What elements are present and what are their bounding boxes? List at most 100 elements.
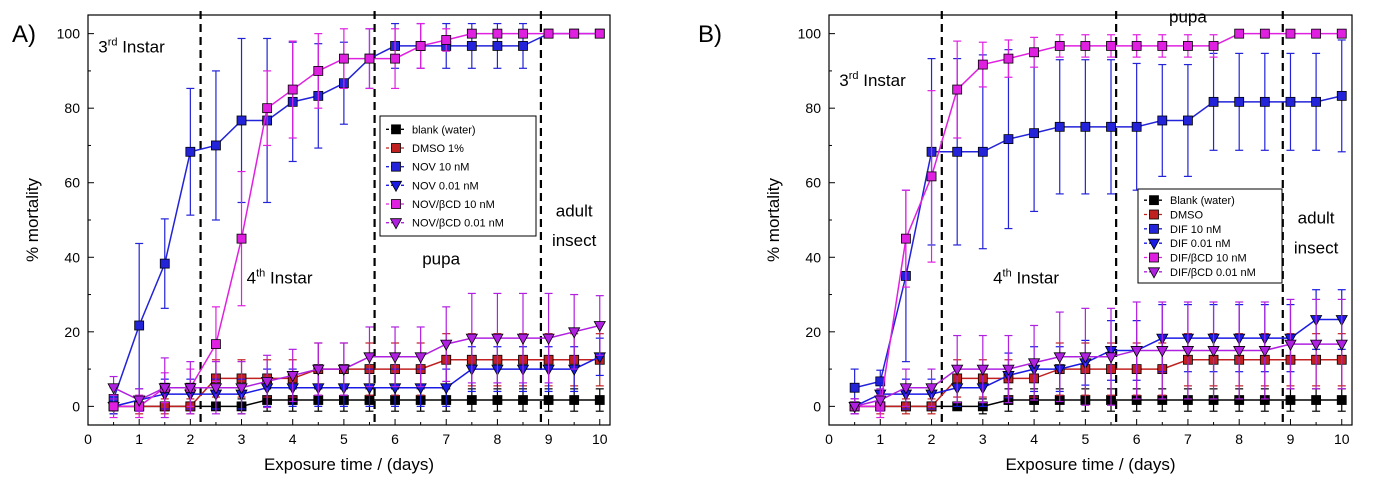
y-tick-label: 0 — [72, 398, 80, 414]
stage-label: insect — [1294, 239, 1339, 258]
x-tick-label: 6 — [391, 431, 399, 447]
series-dmso — [849, 333, 1347, 415]
series-nov-cd-0-01-nm — [107, 292, 606, 419]
data-point — [1080, 121, 1091, 132]
data-point — [1002, 364, 1015, 376]
x-tick-label: 9 — [1287, 431, 1295, 447]
panel-label: B) — [698, 21, 722, 48]
x-tick-label: 7 — [1184, 431, 1192, 447]
legend-label: DMSO 1% — [412, 143, 464, 155]
x-tick-label: 10 — [1334, 431, 1350, 447]
data-point — [1149, 252, 1159, 263]
x-tick-label: 10 — [592, 431, 608, 447]
x-tick-label: 5 — [1081, 431, 1089, 447]
data-point — [1106, 121, 1116, 132]
stage-label: 4th Instar — [247, 267, 313, 287]
data-point — [441, 35, 452, 45]
data-point — [1104, 352, 1118, 364]
legend-entry: DMSO — [1144, 210, 1203, 222]
data-point — [849, 382, 860, 393]
series-blank-water- — [108, 388, 605, 415]
legend-label: NOV/βCD 0.01 nM — [412, 218, 504, 230]
data-point — [415, 41, 426, 51]
x-tick-label: 2 — [186, 431, 194, 447]
data-point — [951, 364, 964, 376]
legend-entry: blank (water) — [386, 124, 476, 136]
data-point — [1183, 41, 1193, 51]
data-point — [466, 395, 477, 405]
series-blank-water- — [849, 388, 1347, 415]
data-point — [1234, 28, 1245, 39]
data-point — [236, 233, 247, 244]
data-point — [1181, 346, 1195, 358]
data-point — [1053, 352, 1066, 364]
data-point — [287, 84, 298, 95]
data-point — [312, 364, 325, 376]
legend-label: NOV 10 nM — [412, 162, 469, 174]
data-point — [159, 258, 170, 269]
legend-label: NOV/βCD 10 nM — [412, 199, 495, 211]
data-point — [388, 352, 402, 364]
data-point — [1131, 41, 1142, 51]
data-point — [1336, 90, 1347, 101]
x-axis-title: Exposure time / (days) — [1005, 455, 1175, 474]
data-point — [1208, 41, 1219, 51]
y-tick-label: 0 — [813, 398, 821, 414]
x-tick-label: 6 — [1133, 431, 1141, 447]
y-tick-label: 40 — [64, 249, 80, 265]
stage-label-text: 3 — [839, 71, 848, 90]
x-tick-label: 2 — [928, 431, 936, 447]
x-tick-label: 4 — [289, 431, 297, 447]
data-point — [1309, 339, 1323, 351]
data-point — [976, 364, 990, 376]
data-point — [466, 28, 477, 39]
y-tick-label: 40 — [805, 249, 821, 265]
data-point — [1149, 223, 1159, 234]
series-dif-cd-10-nm — [849, 28, 1347, 419]
data-point — [1130, 346, 1143, 358]
data-point — [1003, 134, 1014, 145]
data-point — [1079, 352, 1092, 364]
x-tick-label: 3 — [238, 431, 246, 447]
data-point — [313, 66, 324, 76]
data-point — [1147, 267, 1161, 279]
data-point — [901, 233, 911, 244]
data-point — [1054, 41, 1065, 51]
data-point — [107, 383, 120, 395]
legend-entry: NOV/βCD 0.01 nM — [386, 218, 504, 230]
data-point — [466, 41, 477, 51]
stage-label-text: 4 — [247, 268, 256, 287]
data-point — [491, 333, 504, 345]
data-point — [593, 321, 606, 333]
series-dif-cd-0-01-nm — [848, 298, 1348, 415]
stage-label-text: Instar — [117, 37, 165, 56]
legend-entry: DIF/βCD 0.01 nM — [1144, 267, 1256, 279]
data-point — [414, 352, 427, 364]
data-point — [1207, 346, 1220, 358]
data-point — [337, 364, 351, 376]
legend-entry: Blank (water) — [1144, 195, 1235, 207]
legend-label: DIF/βCD 10 nM — [1170, 253, 1247, 265]
stage-label-text: insect — [1294, 239, 1339, 258]
x-tick-label: 0 — [825, 431, 833, 447]
data-point — [952, 146, 963, 157]
legend-label: NOV 0.01 nM — [412, 180, 479, 192]
data-point — [209, 383, 223, 395]
panel-label: A) — [12, 21, 36, 48]
data-point — [1149, 195, 1159, 206]
data-point — [567, 327, 581, 339]
data-point — [465, 333, 479, 345]
data-point — [391, 124, 401, 135]
legend-entry: NOV 0.01 nM — [386, 180, 479, 192]
data-point — [391, 143, 401, 153]
data-point — [211, 140, 221, 151]
data-point — [211, 339, 221, 350]
stage-label-text: pupa — [422, 250, 460, 269]
series-nov-0-01-nm — [107, 337, 606, 415]
data-point — [1336, 395, 1347, 405]
legend-entry: NOV/βCD 10 nM — [386, 199, 495, 211]
legend-label: blank (water) — [412, 124, 476, 136]
legend: blank (water) DMSO 1% NOV 10 nM NOV 0.01 nM… — [379, 115, 537, 237]
